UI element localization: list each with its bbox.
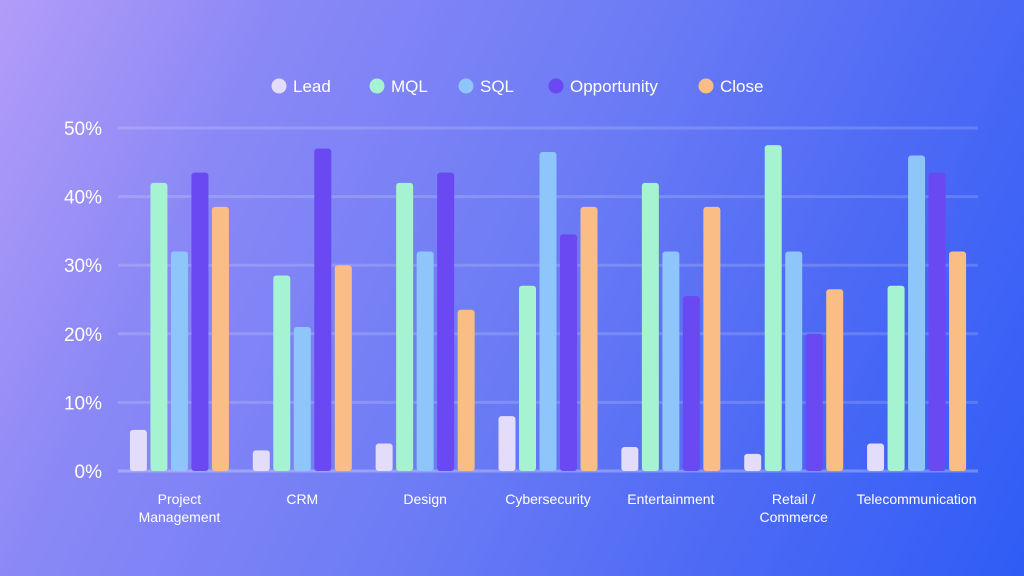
legend-item-close: Close [698, 77, 763, 96]
bar-lead-0 [129, 429, 147, 471]
legend-label: Opportunity [570, 77, 658, 96]
x-category-label: CRM [286, 491, 318, 507]
bar-close-4 [703, 206, 721, 471]
x-category-label: Project [158, 491, 202, 507]
bar-lead-4 [621, 446, 639, 471]
bar-sql-0 [170, 251, 188, 471]
legend-label: Lead [293, 77, 331, 96]
bar-sql-3 [539, 152, 557, 471]
bar-mql-4 [641, 182, 659, 471]
legend-swatch [698, 78, 714, 94]
bar-opportunity-2 [437, 172, 455, 471]
bar-mql-5 [764, 145, 782, 471]
x-category-label: Telecommunication [857, 491, 977, 507]
bar-lead-2 [375, 443, 393, 471]
legend-item-sql: SQL [458, 77, 514, 96]
bar-lead-3 [498, 416, 516, 471]
legend-item-mql: MQL [369, 77, 428, 96]
bar-lead-5 [744, 453, 762, 471]
bar-close-6 [949, 251, 967, 471]
bar-close-5 [826, 289, 844, 471]
legend: Lead MQL SQL Opportunity Close [271, 77, 763, 96]
bar-mql-2 [396, 182, 414, 471]
bar-opportunity-5 [805, 333, 823, 471]
y-tick-label: 20% [64, 325, 102, 346]
bars [129, 145, 967, 471]
legend-item-opportunity: Opportunity [548, 77, 658, 96]
bar-mql-0 [150, 182, 168, 471]
legend-label: MQL [391, 77, 428, 96]
bar-opportunity-1 [314, 148, 332, 471]
y-tick-label: 10% [64, 393, 102, 414]
bar-close-2 [457, 309, 475, 471]
bar-lead-1 [252, 450, 270, 471]
x-category-label: Commerce [759, 509, 828, 525]
x-category-label: Cybersecurity [505, 491, 591, 507]
legend-item-lead: Lead [271, 77, 331, 96]
x-category-label: Entertainment [627, 491, 714, 507]
bar-close-0 [211, 206, 229, 471]
x-category-label: Management [139, 509, 221, 525]
legend-swatch [548, 78, 564, 94]
legend-swatch [369, 78, 385, 94]
bar-close-1 [334, 265, 352, 471]
bar-close-3 [580, 206, 598, 471]
bar-opportunity-0 [191, 172, 209, 471]
x-axis: Project Management CRM Design Cybersecurity E… [139, 491, 977, 525]
x-category-label: Retail / [772, 491, 816, 507]
bar-sql-5 [785, 251, 803, 471]
bar-opportunity-3 [560, 234, 577, 471]
bar-opportunity-4 [682, 296, 700, 471]
bar-sql-1 [293, 326, 311, 471]
bar-opportunity-6 [928, 172, 946, 471]
y-tick-label: 40% [64, 188, 102, 209]
bar-mql-6 [887, 285, 905, 471]
y-tick-label: 0% [75, 462, 103, 483]
legend-label: Close [720, 77, 763, 96]
bar-sql-4 [662, 251, 680, 471]
bar-mql-3 [519, 285, 536, 471]
bar-lead-6 [867, 443, 885, 471]
bar-mql-1 [273, 275, 291, 471]
legend-label: SQL [480, 77, 514, 96]
bar-sql-6 [908, 155, 926, 471]
legend-swatch [271, 78, 287, 94]
y-tick-label: 30% [64, 256, 102, 277]
y-tick-label: 50% [64, 119, 102, 140]
legend-swatch [458, 78, 474, 94]
y-axis: 0% 10% 20% 30% 40% 50% [64, 119, 102, 483]
x-category-label: Design [403, 491, 447, 507]
bar-sql-2 [416, 251, 434, 471]
